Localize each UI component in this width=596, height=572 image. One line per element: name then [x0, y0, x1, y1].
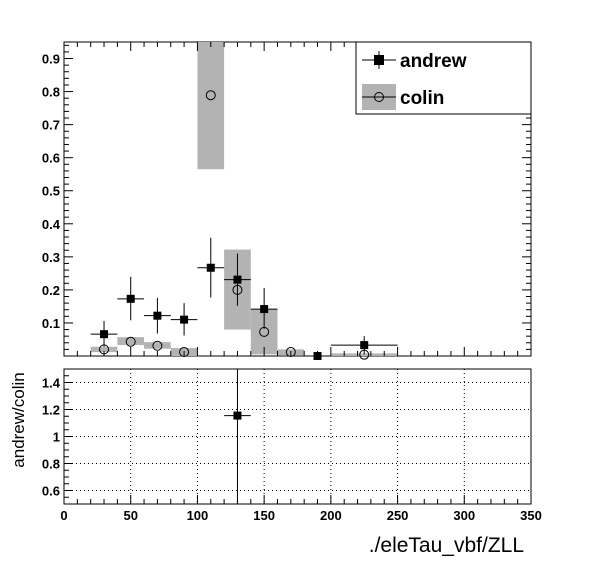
andrew-marker-6 — [260, 305, 269, 314]
ratio-y-axis-label: andrew/colin — [9, 372, 28, 467]
andrew-point-2 — [144, 297, 171, 334]
andrew-point-1 — [117, 276, 145, 321]
legend-entry-colin: colin — [362, 84, 444, 110]
colin-points — [99, 90, 370, 360]
andrew-point-7 — [304, 352, 331, 360]
colin-band-2 — [144, 342, 171, 349]
top-y-tick-label-1: 0.2 — [42, 283, 60, 298]
colin-marker-0 — [99, 344, 110, 355]
colin-marker-5 — [232, 284, 243, 295]
andrew-marker-3 — [180, 315, 189, 324]
colin-marker-1 — [125, 336, 136, 347]
ratio-points — [224, 369, 251, 504]
ratio-x-tick-label-5: 250 — [387, 508, 409, 523]
ratio-y-tick-label-2: 1 — [53, 430, 60, 445]
top-y-tick-label-7: 0.8 — [42, 85, 60, 100]
andrew-marker-2 — [153, 311, 162, 320]
ratio-y-tick-label-1: 0.8 — [42, 457, 60, 472]
colin-band-0 — [90, 346, 118, 353]
colin-marker-8 — [359, 349, 370, 360]
top-panel: 0.1 0.2 0.3 0.4 0.5 0.6 0.7 0.8 0.9 andrew colin — [42, 41, 532, 360]
ratio-x-tick-label-1: 50 — [123, 508, 137, 523]
colin-marker-3 — [179, 347, 190, 358]
bottom-panel: 0.6 0.8 1 1.2 1.4 0 50 100 150 200 250 300 350 andr… — [9, 368, 542, 557]
legend: andrew colin — [355, 41, 532, 115]
colin-marker-7 — [285, 347, 296, 358]
ratio-point-0 — [224, 369, 251, 504]
legend-entry-andrew: andrew — [362, 51, 467, 72]
andrew-point-4 — [197, 237, 225, 298]
top-y-tick-label-4: 0.5 — [42, 184, 60, 199]
top-y-tick-label-8: 0.9 — [42, 52, 60, 67]
top-y-ticks: 0.1 0.2 0.3 0.4 0.5 0.6 0.7 0.8 0.9 — [42, 52, 61, 331]
top-y-tick-label-2: 0.3 — [42, 250, 60, 265]
ratio-y-tick-label-4: 1.4 — [42, 376, 61, 391]
colin-band-1 — [117, 337, 145, 346]
andrew-marker-1 — [126, 294, 135, 303]
andrew-points — [90, 237, 398, 360]
ratio-y-ticks: 0.6 0.8 1 1.2 1.4 — [42, 375, 73, 499]
ratio-x-tick-label-6: 300 — [453, 508, 475, 523]
ratio-x-tick-label-3: 150 — [253, 508, 275, 523]
ratio-x-ticks: 0 50 100 150 200 250 300 350 — [60, 495, 542, 523]
legend-label-colin: colin — [400, 88, 444, 109]
andrew-point-0 — [90, 320, 118, 347]
colin-band-4 — [197, 42, 225, 170]
x-axis-title: ./eleTau_vbf/ZLL — [369, 534, 524, 557]
colin-marker-2 — [152, 340, 163, 351]
andrew-point-6 — [250, 287, 278, 329]
andrew-marker-8 — [360, 341, 369, 350]
top-y-tick-label-5: 0.6 — [42, 151, 60, 166]
ratio-x-tick-label-0: 0 — [60, 508, 67, 523]
ratio-x-tick-label-7: 350 — [520, 508, 542, 523]
colin-marker-4 — [205, 90, 216, 101]
ratio-y-tick-label-3: 1.2 — [42, 403, 60, 418]
ratio-x-tick-label-4: 200 — [320, 508, 342, 523]
ratio-gridlines — [64, 369, 531, 504]
colin-band-8 — [330, 353, 398, 356]
andrew-marker-7 — [313, 352, 322, 360]
top-y-tick-label-0: 0.1 — [42, 316, 60, 331]
andrew-point-8 — [330, 336, 398, 355]
andrew-point-5 — [224, 253, 251, 306]
andrew-marker-5 — [233, 275, 242, 284]
ratio-y-tick-label-0: 0.6 — [42, 484, 60, 499]
legend-label-andrew: andrew — [400, 51, 467, 72]
top-y-tick-label-3: 0.4 — [42, 217, 61, 232]
andrew-point-3 — [170, 303, 198, 336]
andrew-marker-4 — [206, 263, 215, 272]
andrew-marker-0 — [100, 330, 109, 339]
legend-colin-marker — [374, 92, 384, 102]
ratio-marker-0 — [233, 411, 242, 420]
ratio-x-tick-label-2: 100 — [187, 508, 209, 523]
colin-marker-6 — [259, 326, 270, 337]
top-y-tick-label-6: 0.7 — [42, 118, 60, 133]
ratio-plot-frame — [63, 368, 532, 505]
legend-andrew-marker — [374, 55, 384, 65]
